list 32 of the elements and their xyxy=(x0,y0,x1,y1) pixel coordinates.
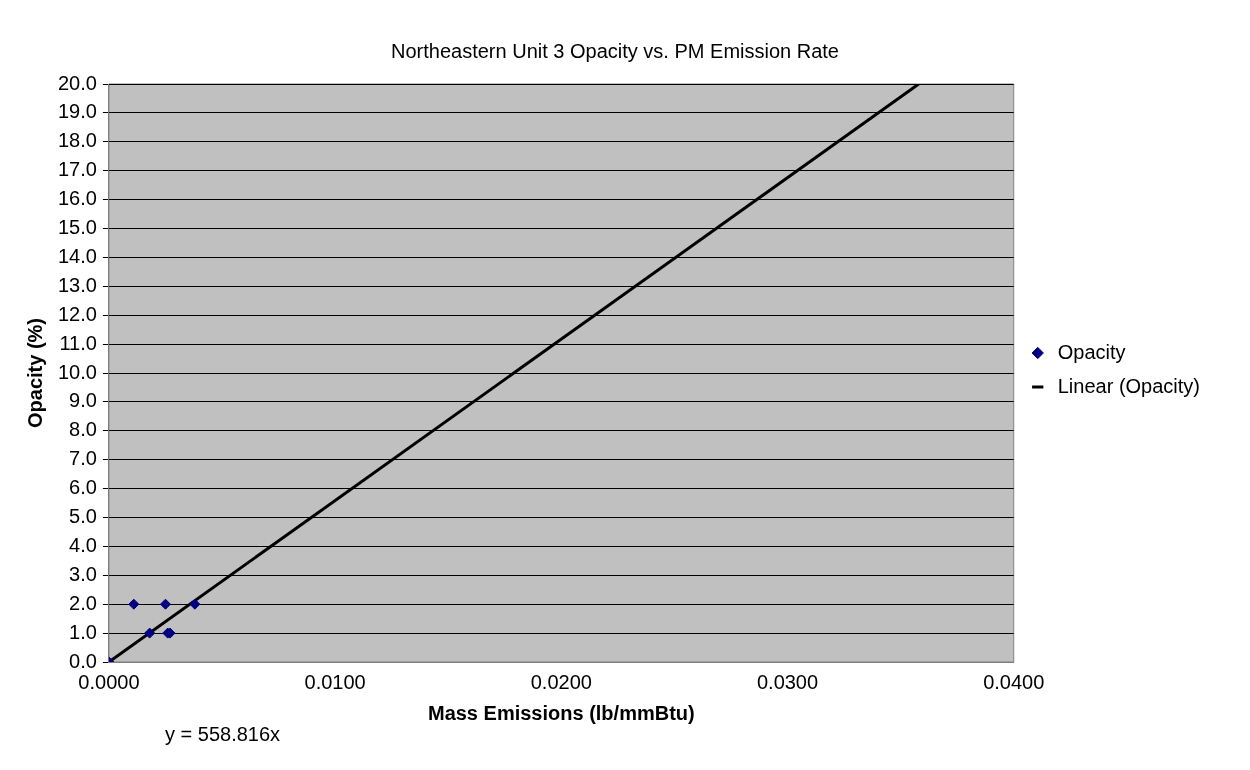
y-tick-label: 9.0 xyxy=(69,389,97,412)
y-tick-label: 19.0 xyxy=(57,100,97,123)
y-tick-label: 18.0 xyxy=(57,129,97,152)
y-tick-label: 7.0 xyxy=(69,447,97,470)
y-tick-label: 2.0 xyxy=(69,591,97,614)
y-tick-label: 20.0 xyxy=(57,71,97,94)
x-tick-label: 0.0400 xyxy=(983,670,1045,693)
x-tick-label: 0.0200 xyxy=(530,670,592,693)
legend-label: Opacity xyxy=(1057,340,1126,363)
y-tick-label: 4.0 xyxy=(69,533,97,556)
legend-label: Linear (Opacity) xyxy=(1057,374,1201,397)
y-tick-label: 8.0 xyxy=(69,418,97,441)
chart-title: Northeastern Unit 3 Opacity vs. PM Emission Rate xyxy=(391,39,839,62)
y-tick-label: 15.0 xyxy=(57,216,97,239)
x-axis-title: Mass Emissions (lb/mmBtu) xyxy=(427,701,695,724)
y-tick-label: 17.0 xyxy=(57,158,97,181)
x-tick-label: 0.0000 xyxy=(78,670,140,693)
y-tick-label: 6.0 xyxy=(69,476,97,499)
y-tick-label: 13.0 xyxy=(57,273,97,296)
text: y = 558.816x xyxy=(165,722,281,745)
x-tick-label: 0.0100 xyxy=(304,670,366,693)
y-tick-label: 14.0 xyxy=(57,244,97,267)
y-tick-label: 12.0 xyxy=(57,302,97,325)
x-tick-label: 0.0300 xyxy=(756,670,819,693)
y-tick-label: 0.0 xyxy=(69,649,97,672)
y-tick-label: 5.0 xyxy=(69,505,97,528)
y-axis-title: Opacity (%) xyxy=(23,317,46,429)
y-tick-label: 11.0 xyxy=(59,331,97,354)
y-tick-label: 10.0 xyxy=(57,360,97,383)
y-tick-label: 3.0 xyxy=(69,562,97,585)
y-tick-label: 1.0 xyxy=(69,620,97,643)
y-tick-label: 16.0 xyxy=(57,187,97,210)
